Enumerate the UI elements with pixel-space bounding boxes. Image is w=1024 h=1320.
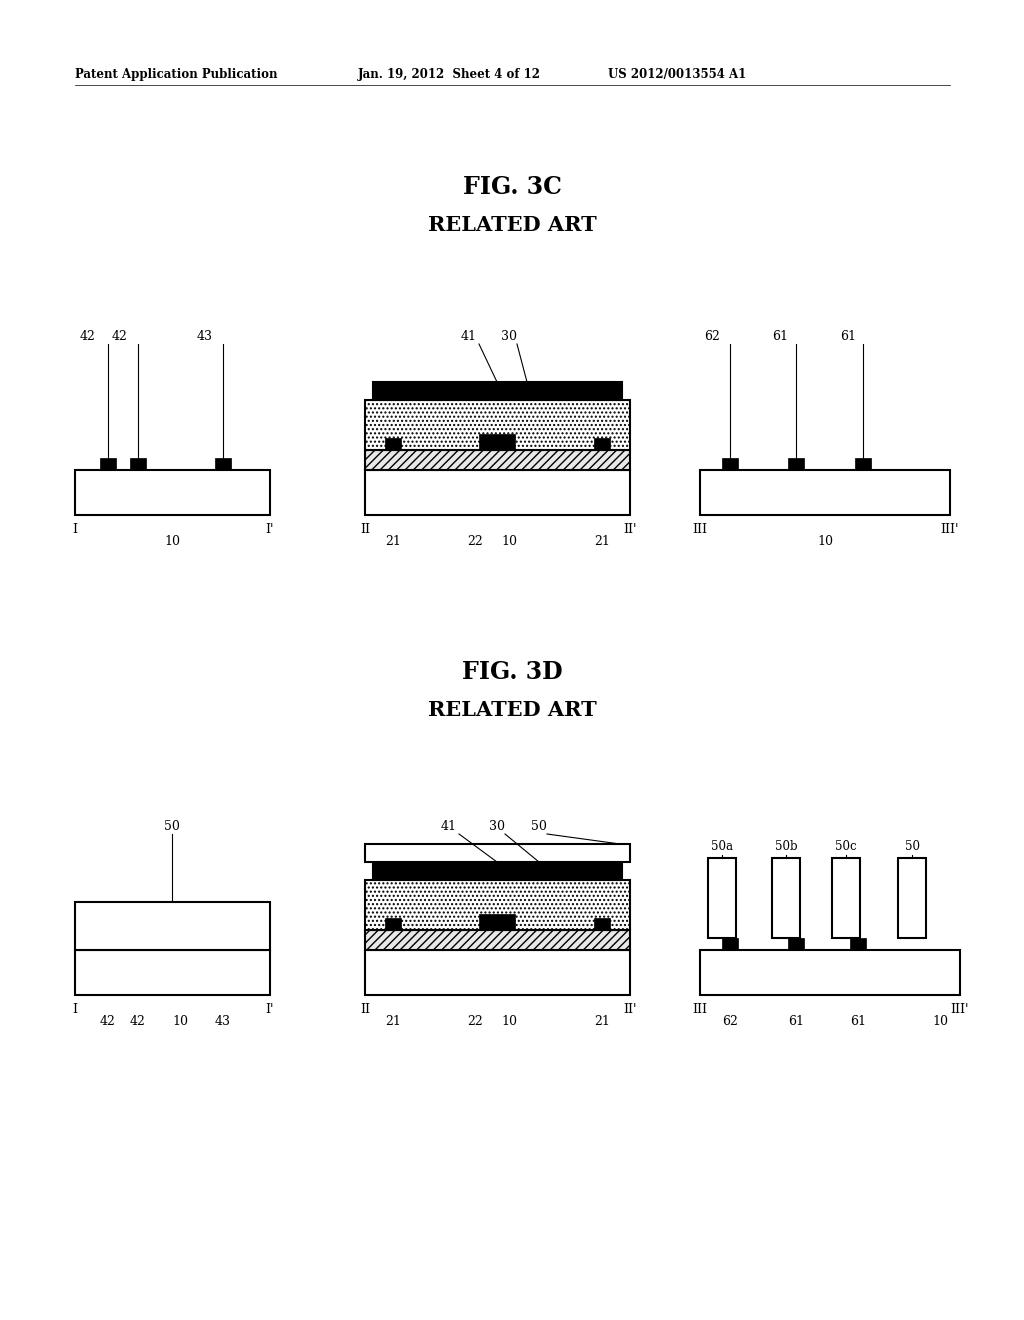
Bar xyxy=(373,862,622,880)
Text: 50: 50 xyxy=(164,820,180,833)
Text: III: III xyxy=(692,1003,708,1016)
Text: III': III' xyxy=(950,1003,970,1016)
Bar xyxy=(130,458,146,470)
Text: 50: 50 xyxy=(531,820,547,833)
Bar xyxy=(100,458,116,470)
Text: II': II' xyxy=(624,523,637,536)
Text: III: III xyxy=(692,523,708,536)
Bar xyxy=(700,950,961,995)
Text: 62: 62 xyxy=(705,330,720,343)
Bar xyxy=(100,939,116,950)
Bar xyxy=(365,843,630,862)
Bar xyxy=(722,939,738,950)
Bar xyxy=(594,438,610,450)
Text: Jan. 19, 2012  Sheet 4 of 12: Jan. 19, 2012 Sheet 4 of 12 xyxy=(358,69,541,81)
Bar xyxy=(850,939,866,950)
Text: II': II' xyxy=(624,1003,637,1016)
Bar xyxy=(130,939,146,950)
Bar xyxy=(708,858,736,939)
Text: FIG. 3C: FIG. 3C xyxy=(463,176,561,199)
Text: 42: 42 xyxy=(100,1015,116,1028)
Bar xyxy=(479,434,515,450)
Text: 61: 61 xyxy=(850,1015,866,1028)
Text: 61: 61 xyxy=(772,330,788,343)
Text: 10: 10 xyxy=(932,1015,948,1028)
Bar xyxy=(722,458,738,470)
Bar xyxy=(594,917,610,931)
Bar xyxy=(385,917,401,931)
Text: 50: 50 xyxy=(904,840,920,853)
Bar xyxy=(898,858,926,939)
Text: 21: 21 xyxy=(594,535,610,548)
Bar xyxy=(215,458,231,470)
Text: 21: 21 xyxy=(385,1015,401,1028)
Text: 10: 10 xyxy=(164,535,180,548)
Bar xyxy=(75,950,270,995)
Text: 43: 43 xyxy=(197,330,213,343)
Bar xyxy=(365,470,630,515)
Bar xyxy=(75,902,270,950)
Bar xyxy=(365,950,630,995)
Text: 43: 43 xyxy=(215,1015,231,1028)
Bar xyxy=(788,939,804,950)
Text: 22: 22 xyxy=(467,535,483,548)
Text: 30: 30 xyxy=(489,820,505,833)
Bar xyxy=(831,858,860,939)
Bar xyxy=(772,858,800,939)
Bar xyxy=(855,458,871,470)
Text: 10: 10 xyxy=(817,535,833,548)
Text: III': III' xyxy=(941,523,959,536)
Text: 50c: 50c xyxy=(836,840,857,853)
Text: I': I' xyxy=(266,523,274,536)
Bar xyxy=(479,913,515,931)
Text: 42: 42 xyxy=(80,330,96,343)
Bar xyxy=(75,470,270,515)
Text: 21: 21 xyxy=(594,1015,610,1028)
Bar xyxy=(215,939,231,950)
Text: 30: 30 xyxy=(501,330,517,343)
Text: 50a: 50a xyxy=(711,840,733,853)
Text: US 2012/0013554 A1: US 2012/0013554 A1 xyxy=(608,69,746,81)
Text: I': I' xyxy=(266,1003,274,1016)
Text: 42: 42 xyxy=(112,330,128,343)
Text: I: I xyxy=(73,523,78,536)
Text: 50b: 50b xyxy=(775,840,798,853)
Text: FIG. 3D: FIG. 3D xyxy=(462,660,562,684)
Text: 41: 41 xyxy=(461,330,477,343)
Text: RELATED ART: RELATED ART xyxy=(428,215,596,235)
Text: 22: 22 xyxy=(467,1015,483,1028)
Bar xyxy=(788,458,804,470)
Text: Patent Application Publication: Patent Application Publication xyxy=(75,69,278,81)
Bar xyxy=(365,400,630,450)
Text: I: I xyxy=(73,1003,78,1016)
Bar xyxy=(365,880,630,931)
Text: 62: 62 xyxy=(722,1015,738,1028)
Text: 42: 42 xyxy=(130,1015,146,1028)
Bar xyxy=(373,381,622,400)
Text: 10: 10 xyxy=(501,1015,517,1028)
Bar xyxy=(385,438,401,450)
Bar xyxy=(365,450,630,470)
Bar xyxy=(365,931,630,950)
Text: II: II xyxy=(360,1003,370,1016)
Text: 61: 61 xyxy=(840,330,856,343)
Text: II: II xyxy=(360,523,370,536)
Text: 10: 10 xyxy=(501,535,517,548)
Text: 41: 41 xyxy=(441,820,457,833)
Text: 21: 21 xyxy=(385,535,401,548)
Text: 61: 61 xyxy=(788,1015,804,1028)
Text: RELATED ART: RELATED ART xyxy=(428,700,596,719)
Text: 10: 10 xyxy=(172,1015,188,1028)
Bar xyxy=(700,470,950,515)
